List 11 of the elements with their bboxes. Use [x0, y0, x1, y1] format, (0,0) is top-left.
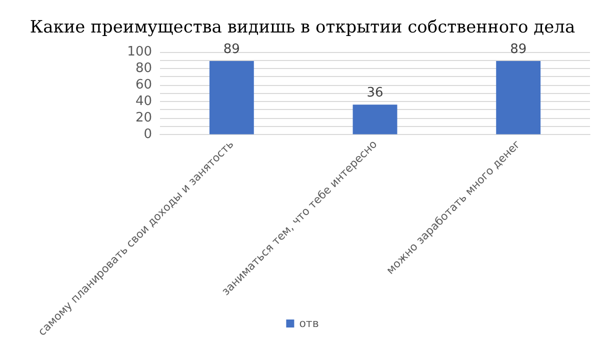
- y-tick-label: 40: [135, 94, 152, 109]
- data-label: 36: [366, 86, 384, 101]
- legend-label: отв: [299, 317, 319, 330]
- y-tick-label: 20: [135, 110, 152, 126]
- y-tick-label: 60: [135, 77, 152, 92]
- y-tick-label: 100: [127, 44, 152, 60]
- chart-title: Какие преимущества видишь в открытии собственного дела: [30, 18, 576, 38]
- y-tick-label: 80: [135, 60, 152, 76]
- data-label: 89: [223, 42, 240, 58]
- data-label: 89: [510, 42, 527, 58]
- y-tick-label: 0: [144, 126, 152, 142]
